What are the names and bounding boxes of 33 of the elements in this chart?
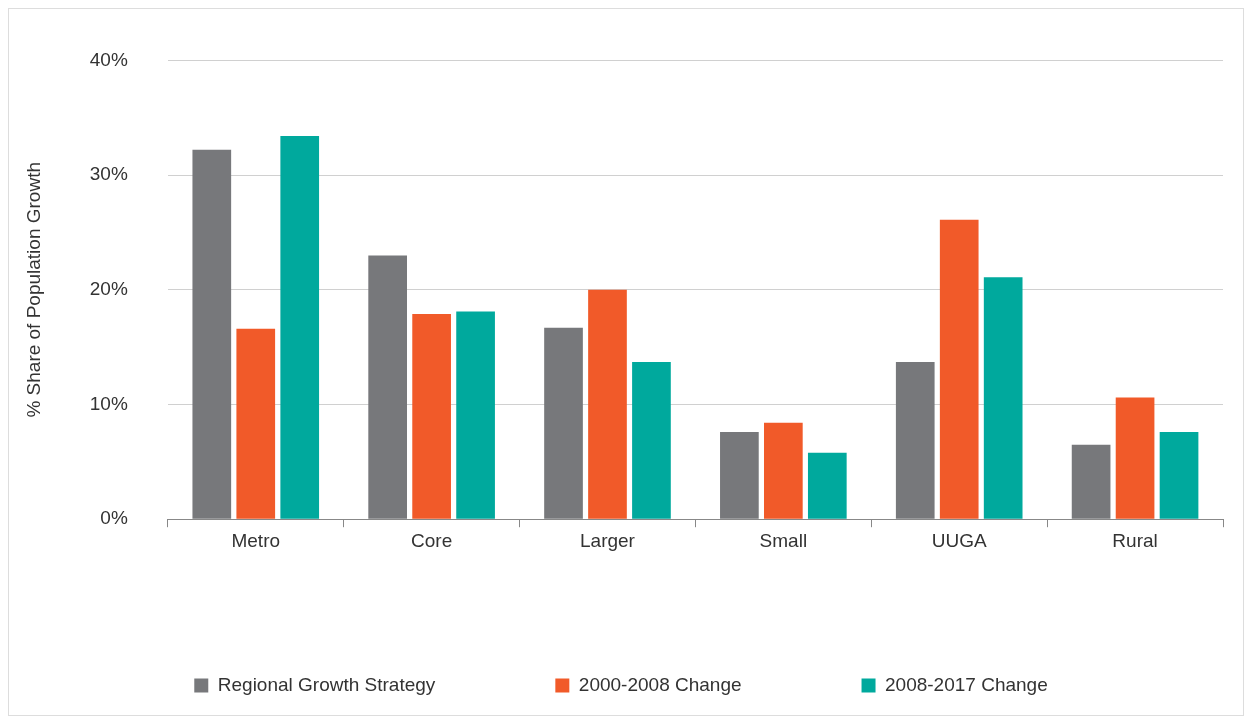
y-axis-title: % Share of Population Growth xyxy=(22,162,44,418)
bar xyxy=(720,432,759,519)
bar xyxy=(368,255,407,519)
bar xyxy=(764,422,803,519)
bar xyxy=(807,452,847,519)
bar xyxy=(939,219,979,519)
x-tick-label: Larger xyxy=(580,529,636,551)
bar xyxy=(544,327,583,519)
x-tick-label: Small xyxy=(759,529,808,551)
bar xyxy=(280,136,320,519)
bar xyxy=(192,149,232,519)
y-tick-label: 30% xyxy=(89,163,128,185)
legend-label: Regional Growth Strategy xyxy=(217,673,436,695)
bar xyxy=(1071,444,1111,519)
bar xyxy=(1115,397,1155,519)
bar xyxy=(412,313,451,519)
x-tick-label: Rural xyxy=(1112,529,1158,551)
x-tick-label: Core xyxy=(411,529,453,551)
x-tick-label: Metro xyxy=(231,529,281,551)
legend-label: 2008-2017 Change xyxy=(885,673,1048,695)
y-tick-label: 40% xyxy=(89,48,128,70)
bar xyxy=(588,289,627,519)
bar xyxy=(983,277,1023,519)
y-tick-label: 20% xyxy=(89,278,128,300)
bar xyxy=(1159,432,1199,519)
x-tick-label: UUGA xyxy=(931,529,987,551)
bar xyxy=(456,311,495,519)
bar xyxy=(632,362,671,519)
bar xyxy=(236,328,276,519)
legend-label: 2000-2008 Change xyxy=(578,673,742,695)
bar xyxy=(895,362,935,519)
y-tick-label: 10% xyxy=(89,392,128,414)
y-tick-label: 0% xyxy=(100,507,128,529)
